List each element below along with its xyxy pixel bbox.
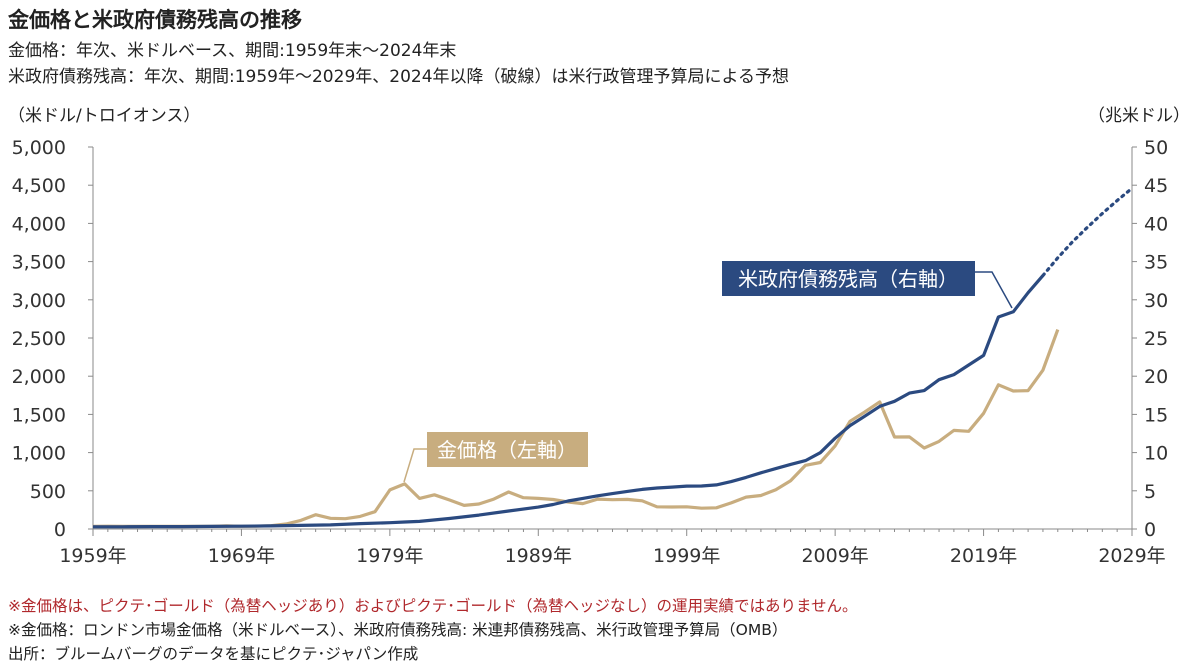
x-tick-label: 1989年 <box>505 545 572 567</box>
right-tick-label: 35 <box>1144 252 1168 274</box>
debt-label-leader <box>975 271 1013 309</box>
right-tick-label: 15 <box>1144 404 1168 426</box>
x-tick-label: 1969年 <box>208 545 275 567</box>
note-disclaimer: ※金価格は、ピクテ･ゴールド（為替ヘッジあり）およびピクテ･ゴールド（為替ヘッジ… <box>8 597 858 615</box>
chart-title: 金価格と米政府債務残高の推移 <box>8 8 302 32</box>
right-tick-label: 5 <box>1144 481 1156 503</box>
left-tick-label: 2,500 <box>12 328 66 350</box>
gold-label: 金価格（左軸） <box>437 438 577 462</box>
left-tick-label: 1,000 <box>12 443 66 465</box>
debt-line <box>93 274 1045 529</box>
debt-label: 米政府債務残高（右軸） <box>738 267 958 291</box>
left-axis-unit: （米ドル/トロイオンス） <box>8 106 201 126</box>
note-source: 出所：ブルームバーグのデータを基にピクテ･ジャパン作成 <box>8 645 419 663</box>
debt-forecast-line <box>1041 186 1134 278</box>
right-tick-label: 0 <box>1144 519 1156 541</box>
left-tick-label: 2,000 <box>12 366 66 388</box>
right-tick-label: 20 <box>1144 366 1168 388</box>
left-tick-label: 3,500 <box>12 252 66 274</box>
gold-price-line <box>92 329 1060 528</box>
left-tick-label: 500 <box>30 481 66 503</box>
subtitle-debt: 米政府債務残高：年次、期間:1959年～2029年、2024年以降（破線）は米行… <box>8 67 790 87</box>
x-tick-label: 1999年 <box>653 545 720 567</box>
x-tick-label: 2029年 <box>1098 545 1165 567</box>
left-tick-label: 3,000 <box>12 290 66 312</box>
left-tick-label: 1,500 <box>12 404 66 426</box>
left-tick-label: 4,500 <box>12 175 66 197</box>
x-tick-label: 1979年 <box>356 545 423 567</box>
right-tick-label: 40 <box>1144 213 1168 235</box>
right-tick-label: 45 <box>1144 175 1168 197</box>
subtitle-gold: 金価格：年次、米ドルベース、期間:1959年末～2024年末 <box>8 41 457 61</box>
note-source-definition: ※金価格：ロンドン市場金価格（米ドルベース）、米政府債務残高: 米連邦債務残高、… <box>8 621 788 639</box>
x-tick-label: 2019年 <box>950 545 1017 567</box>
x-tick-label: 2009年 <box>801 545 868 567</box>
right-tick-label: 25 <box>1144 328 1168 350</box>
x-tick-label: 1959年 <box>59 545 126 567</box>
right-tick-label: 10 <box>1144 443 1168 465</box>
left-tick-label: 0 <box>54 519 66 541</box>
right-tick-label: 50 <box>1144 137 1168 159</box>
left-tick-label: 5,000 <box>12 137 66 159</box>
right-axis-unit: （兆米ドル） <box>1088 106 1190 126</box>
gold-label-box <box>427 432 588 467</box>
right-tick-label: 30 <box>1144 290 1168 312</box>
debt-label-box <box>722 261 975 296</box>
left-tick-label: 4,000 <box>12 213 66 235</box>
gold-label-leader <box>403 448 427 483</box>
